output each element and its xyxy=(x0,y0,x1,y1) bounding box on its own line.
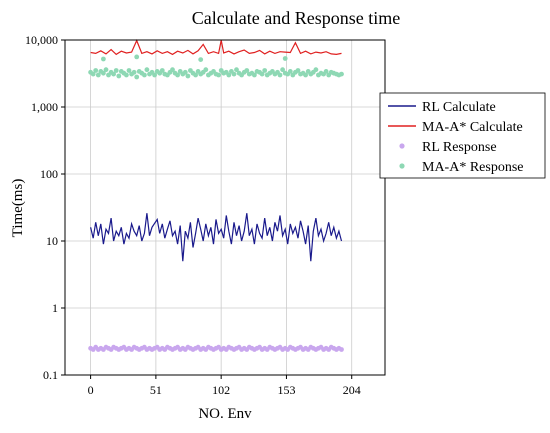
rl-response-point xyxy=(339,347,344,352)
ma-a-response-point xyxy=(203,67,209,73)
ma-a-response-point xyxy=(152,72,158,78)
y-axis: 0.1 1 10 100 1,000 10,000 xyxy=(25,33,65,382)
ma-a-response-point xyxy=(170,67,175,73)
ma-a-response-point xyxy=(339,71,344,77)
legend-box xyxy=(379,92,546,179)
ma-a-response-point xyxy=(185,73,191,79)
x-tick-label: 0 xyxy=(88,383,94,397)
ma-a-response-point xyxy=(111,71,116,77)
rl-calculate-series xyxy=(90,213,343,262)
ma-a-response-point xyxy=(131,69,137,75)
ma-a-response-point xyxy=(93,68,99,73)
ma-a-response-point xyxy=(287,69,293,74)
ma-a-response-point xyxy=(277,72,283,78)
y-axis-label: Time(ms) xyxy=(10,179,26,238)
ma-a-response-point xyxy=(282,56,288,61)
ma-a-calculate-legend-label: MA-A* Calculate xyxy=(422,120,523,135)
ma-a-response-point xyxy=(244,68,250,73)
ma-a-response-point xyxy=(262,68,268,73)
ma-a-response-point xyxy=(226,72,232,78)
ma-a-response-point xyxy=(95,72,101,78)
ma-a-response-point xyxy=(103,67,109,73)
x-tick-label: 51 xyxy=(150,383,162,397)
ma-a-response-point xyxy=(313,67,319,73)
ma-a-response-point xyxy=(116,73,122,79)
ma-a-response-point xyxy=(175,72,181,78)
x-tick-label: 153 xyxy=(277,383,295,397)
grid xyxy=(65,39,385,376)
ma-a-response-point xyxy=(113,68,119,73)
ma-a-calculate-series xyxy=(90,39,342,56)
ma-a-response-point xyxy=(126,68,132,73)
ma-a-response-point xyxy=(234,67,239,73)
ma-a-response-legend-swatch xyxy=(399,163,405,169)
ma-a-response-point xyxy=(231,71,237,77)
ma-a-response-point xyxy=(295,68,301,73)
x-tick-label: 204 xyxy=(343,383,361,397)
y-tick-label: 10,000 xyxy=(25,33,58,47)
series-layer xyxy=(88,39,344,352)
ma-a-response-point xyxy=(303,72,308,78)
x-tick-label: 102 xyxy=(212,383,230,397)
y-tick-label: 100 xyxy=(40,167,58,181)
y-tick-label: 10 xyxy=(46,234,58,248)
ma-a-response-legend-label: MA-A* Response xyxy=(422,160,524,175)
ma-a-response-point xyxy=(198,57,204,62)
ma-a-calculate-line xyxy=(90,39,342,56)
ma-a-response-point xyxy=(134,74,140,80)
ma-a-response-point xyxy=(193,72,199,78)
ma-a-response-point xyxy=(252,72,257,78)
rl-response-legend-label: RL Response xyxy=(422,140,497,155)
ma-a-response-series xyxy=(88,54,344,80)
ma-a-response-point xyxy=(323,69,329,74)
ma-a-response-point xyxy=(101,56,106,62)
ma-a-response-point xyxy=(101,70,106,76)
ma-a-response-point xyxy=(142,72,147,78)
y-tick-label: 1 xyxy=(52,301,58,315)
rl-calculate-legend-label: RL Calculate xyxy=(422,100,496,115)
ma-a-response-point xyxy=(159,68,165,73)
chart-title: Calculate and Response time xyxy=(192,8,400,28)
x-axis: 0 51 102 153 204 xyxy=(88,375,361,397)
y-tick-label: 0.1 xyxy=(43,368,58,382)
plot-frame xyxy=(64,39,386,376)
y-tick-label: 1,000 xyxy=(31,100,58,114)
ma-a-response-point xyxy=(259,71,265,77)
ma-a-response-point xyxy=(280,67,285,73)
ma-a-response-point xyxy=(134,54,140,60)
x-axis-label: NO. Env xyxy=(198,406,252,422)
legend: RL Calculate MA-A* Calculate RL Response MA… xyxy=(379,92,546,179)
ma-a-response-point xyxy=(216,72,222,78)
ma-a-response-point xyxy=(144,67,150,73)
rl-calculate-line xyxy=(90,213,343,262)
ma-a-response-point xyxy=(90,71,96,77)
ma-a-response-point xyxy=(182,69,188,75)
rl-response-series xyxy=(88,344,344,352)
ma-a-response-point xyxy=(124,72,129,78)
rl-response-legend-swatch xyxy=(399,143,405,149)
